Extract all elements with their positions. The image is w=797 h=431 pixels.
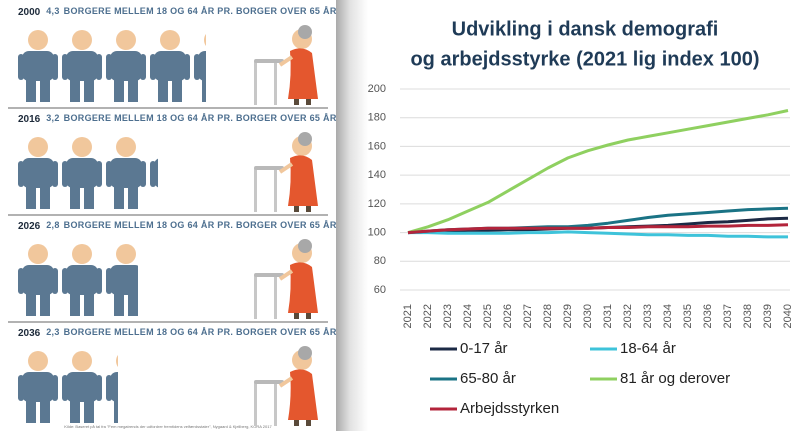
- legend-label: 65-80 år: [460, 370, 516, 387]
- x-tick-label: 2040: [782, 304, 794, 328]
- x-tick-label: 2033: [642, 304, 654, 328]
- y-tick-label: 80: [374, 255, 386, 267]
- x-tick-label: 2038: [742, 304, 754, 328]
- y-tick-label: 200: [368, 83, 386, 95]
- x-tick-label: 2023: [442, 304, 454, 328]
- chart-title: og arbejdsstyrke (2021 lig index 100): [410, 48, 759, 70]
- source-note: Kilde: Baseret på tal fra "Fem megatrend…: [64, 424, 272, 429]
- ratio-label: 2,3: [46, 327, 59, 337]
- year: 2026: [18, 221, 41, 232]
- y-tick-label: 60: [374, 284, 386, 296]
- x-tick-label: 2036: [702, 304, 714, 328]
- ratio-label: 4,3: [46, 6, 59, 16]
- x-tick-label: 2022: [422, 304, 434, 328]
- ratio-label: 3,2: [46, 113, 59, 123]
- chart-title: Udvikling i dansk demografi: [452, 18, 719, 40]
- panel-header: 2036 2,3 BORGERE MELLEM 18 OG 64 ÅR PR. BO…: [18, 327, 337, 338]
- x-tick-label: 2032: [622, 304, 634, 328]
- header-text: BORGERE MELLEM 18 OG 64 ÅR PR. BORGER OV…: [64, 220, 337, 230]
- year: 2016: [18, 114, 41, 125]
- x-tick-label: 2021: [402, 304, 414, 328]
- x-tick-label: 2029: [562, 304, 574, 328]
- header-text: BORGERE MELLEM 18 OG 64 ÅR PR. BORGER OV…: [64, 327, 337, 337]
- legend-label: 0-17 år: [460, 340, 508, 357]
- x-tick-label: 2037: [722, 304, 734, 328]
- x-tick-label: 2039: [762, 304, 774, 328]
- page: {"panels": [ {"year": "2000", "ratio_lab…: [0, 0, 797, 431]
- legend-label: 18-64 år: [620, 340, 676, 357]
- panel-edge: [332, 0, 368, 431]
- x-tick-label: 2030: [582, 304, 594, 328]
- header-text: BORGERE MELLEM 18 OG 64 ÅR PR. BORGER OV…: [64, 6, 337, 16]
- x-tick-label: 2027: [522, 304, 534, 328]
- y-tick-label: 100: [368, 226, 386, 238]
- y-tick-label: 160: [368, 140, 386, 152]
- year: 2000: [18, 7, 41, 18]
- composite: Kilde: Baseret på tal fra "Fem megatrend…: [0, 0, 797, 431]
- legend-label: 81 år og derover: [620, 370, 730, 387]
- legend-label: Arbejdsstyrken: [460, 400, 559, 417]
- y-tick-label: 120: [368, 198, 386, 210]
- x-tick-label: 2026: [502, 304, 514, 328]
- x-tick-label: 2025: [482, 304, 494, 328]
- y-tick-label: 140: [368, 169, 386, 181]
- x-tick-label: 2035: [682, 304, 694, 328]
- panel-header: 2026 2,8 BORGERE MELLEM 18 OG 64 ÅR PR. BO…: [18, 220, 337, 231]
- x-tick-label: 2034: [662, 304, 674, 328]
- y-tick-label: 180: [368, 112, 386, 124]
- x-tick-label: 2031: [602, 304, 614, 328]
- panel-header: 2000 4,3 BORGERE MELLEM 18 OG 64 ÅR PR. BO…: [18, 6, 337, 17]
- header-text: BORGERE MELLEM 18 OG 64 ÅR PR. BORGER OV…: [64, 113, 337, 123]
- ratio-label: 2,8: [46, 220, 59, 230]
- x-tick-label: 2024: [462, 304, 474, 328]
- year: 2036: [18, 328, 41, 339]
- x-tick-label: 2028: [542, 304, 554, 328]
- panel-header: 2016 3,2 BORGERE MELLEM 18 OG 64 ÅR PR. BO…: [18, 113, 337, 124]
